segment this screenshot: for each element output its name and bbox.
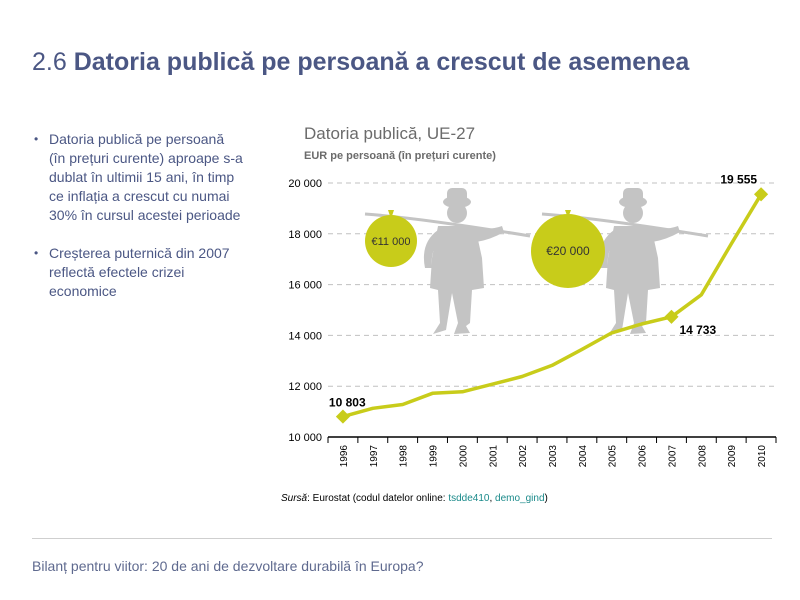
source-note: Sursă: Eurostat (codul datelor online: t… xyxy=(281,493,548,504)
debt-line-chart: Datoria publică, UE-27 EUR pe persoană (… xyxy=(288,124,777,468)
y-tick-label: 12 000 xyxy=(288,381,322,393)
money-bag-right-label: €20 000 xyxy=(546,244,590,258)
x-tick-label: 2005 xyxy=(608,445,619,468)
x-axis xyxy=(327,436,777,443)
y-tick-label: 16 000 xyxy=(288,280,322,292)
x-tick-label: 2004 xyxy=(578,445,589,468)
data-label: 19 555 xyxy=(720,172,757,186)
data-point-marker xyxy=(335,409,351,424)
farmer-figure-left xyxy=(364,188,531,334)
x-tick-label: 2009 xyxy=(727,445,738,468)
x-tick-label: 2007 xyxy=(667,445,678,468)
bullet-item: Datoria publică pe persoană (în prețuri … xyxy=(34,130,244,225)
highlight-markers: 10 803 14 733 19 555 xyxy=(329,172,769,424)
bullet-list: Datoria publică pe persoană (în prețuri … xyxy=(34,130,244,320)
data-label: 14 733 xyxy=(679,323,716,337)
footer-text: Bilanț pentru viitor: 20 de ani de dezvo… xyxy=(32,558,424,574)
x-tick-label: 2000 xyxy=(458,445,469,468)
chart-subtitle: EUR pe persoană (în prețuri curente) xyxy=(304,150,496,162)
x-tick-label: 1999 xyxy=(429,445,440,468)
source-code-link[interactable]: tsdde410 xyxy=(448,493,490,504)
y-tick-label: 18 000 xyxy=(288,229,322,241)
money-bag-left-label: €11 000 xyxy=(372,236,411,248)
x-tick-label: 1996 xyxy=(339,445,350,468)
section-number: 2.6 xyxy=(32,48,67,76)
y-tick-label: 10 000 xyxy=(288,432,322,444)
source-text: : Eurostat (codul datelor online: xyxy=(307,493,449,504)
y-axis-ticks: 10 000 12 000 14 000 16 000 18 000 20 000 xyxy=(288,178,322,444)
series-debt xyxy=(342,193,763,419)
money-bag-left: €11 000 xyxy=(365,210,417,267)
money-bag-right: €20 000 xyxy=(531,210,605,288)
x-tick-label: 1998 xyxy=(399,445,410,468)
bullet-item: Creșterea puternică din 2007 reflectă ef… xyxy=(34,244,244,301)
source-label: Sursă xyxy=(281,493,308,504)
x-tick-label: 2002 xyxy=(518,445,529,468)
y-tick-label: 20 000 xyxy=(288,178,322,190)
data-label: 10 803 xyxy=(329,396,366,410)
source-close: ) xyxy=(544,493,548,504)
farmer-figure-right xyxy=(541,188,709,334)
x-tick-label: 2006 xyxy=(638,445,649,468)
chart-title: Datoria publică, UE-27 xyxy=(304,124,475,143)
x-tick-label: 1997 xyxy=(369,445,380,468)
y-tick-label: 14 000 xyxy=(288,330,322,342)
x-tick-label: 2003 xyxy=(548,445,559,468)
x-tick-label: 2001 xyxy=(488,445,499,468)
slide-title: 2.6 Datoria publică pe persoană a crescu… xyxy=(32,48,689,77)
series-line xyxy=(342,193,763,419)
source-code-link[interactable]: demo_gind xyxy=(495,493,545,504)
x-axis-labels: 1996 1997 1998 1999 2000 2001 2002 2003 2004 2005… xyxy=(339,445,768,468)
x-tick-label: 2008 xyxy=(697,445,708,468)
illustration: €11 000 €20 000 xyxy=(364,188,709,334)
slide-title-text: Datoria publică pe persoană a crescut de… xyxy=(73,48,690,76)
data-point-marker xyxy=(664,309,679,324)
x-tick-label: 2010 xyxy=(757,445,768,468)
source-separator: , xyxy=(489,493,496,504)
footer-divider xyxy=(32,538,772,539)
